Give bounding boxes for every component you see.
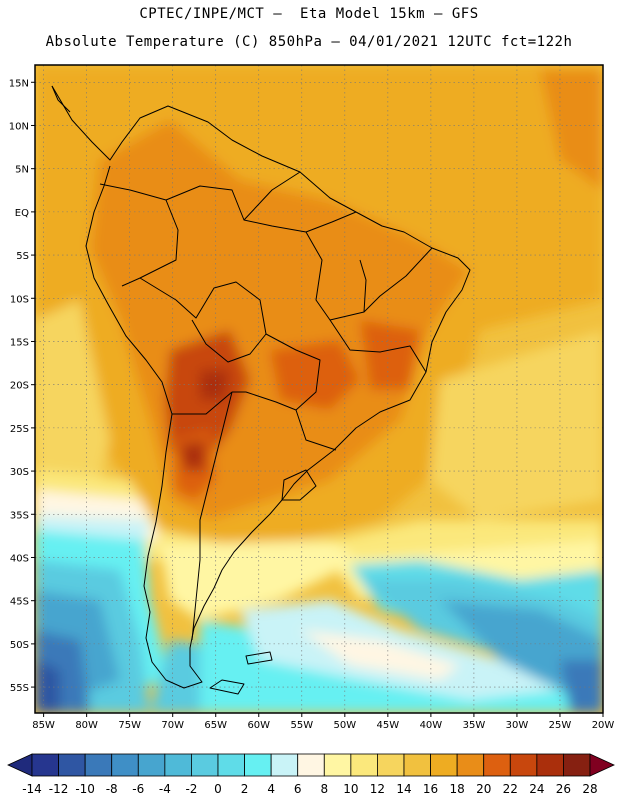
colorbar-label: 18 — [450, 782, 465, 796]
colorbar-low-arrow — [8, 754, 32, 776]
colorbar-swatch — [112, 754, 139, 776]
colorbar-swatch — [218, 754, 245, 776]
lat-tick-label: 45S — [10, 597, 29, 608]
lon-tick-label: 50W — [334, 720, 357, 731]
colorbar-label: -14 — [22, 782, 42, 796]
colorbar-swatch — [563, 754, 590, 776]
longitude-axis: 85W 80W 75W 70W 65W 60W 55W 50W 45W 40W 35W 30W 25W 2… — [32, 713, 614, 731]
colorbar-label: 28 — [582, 782, 597, 796]
colorbar-label: 12 — [370, 782, 385, 796]
colorbar-swatch — [484, 754, 511, 776]
lat-tick-label: 40S — [10, 553, 29, 564]
colorbar-swatch — [324, 754, 351, 776]
colorbar-swatch — [165, 754, 192, 776]
colorbar-label: -12 — [49, 782, 69, 796]
colorbar-label: 14 — [396, 782, 411, 796]
map-figure: 15N 10N 5N EQ 5S 10S 15S 20S 25S 30S 35S 40S 45S 50S 5… — [0, 0, 618, 800]
temperature-field — [35, 65, 603, 713]
lon-tick-label: 70W — [161, 720, 184, 731]
colorbar-swatch — [431, 754, 458, 776]
lat-tick-label: 25S — [10, 424, 29, 435]
colorbar-label: 6 — [294, 782, 302, 796]
lon-tick-label: 40W — [420, 720, 443, 731]
colorbar-swatch — [457, 754, 484, 776]
colorbar-label: 8 — [320, 782, 328, 796]
colorbar-high-arrow — [590, 754, 614, 776]
colorbar-label: -2 — [185, 782, 197, 796]
colorbar-label: 4 — [267, 782, 275, 796]
lon-tick-label: 30W — [506, 720, 529, 731]
colorbar-label: -4 — [159, 782, 171, 796]
colorbar-swatch — [537, 754, 564, 776]
colorbar-label: 20 — [476, 782, 491, 796]
colorbar-label: 0 — [214, 782, 222, 796]
lon-tick-label: 65W — [204, 720, 227, 731]
colorbar-label: -8 — [106, 782, 118, 796]
colorbar-label: -10 — [75, 782, 95, 796]
lon-tick-label: 45W — [377, 720, 400, 731]
colorbar-swatch — [191, 754, 218, 776]
lat-tick-label: 5S — [16, 251, 29, 262]
lat-tick-label: 10N — [9, 121, 29, 132]
lat-tick-label: 55S — [10, 683, 29, 694]
colorbar-label: -6 — [132, 782, 144, 796]
lon-tick-label: 75W — [118, 720, 141, 731]
lat-tick-label: 10S — [10, 294, 29, 305]
lon-tick-label: 80W — [75, 720, 98, 731]
lon-tick-label: 20W — [592, 720, 615, 731]
lat-tick-label: 20S — [10, 381, 29, 392]
lat-tick-label: 5N — [15, 165, 29, 176]
lat-tick-label: EQ — [15, 208, 29, 219]
colorbar-swatch — [59, 754, 86, 776]
colorbar-label: 2 — [241, 782, 249, 796]
colorbar-label: 26 — [556, 782, 571, 796]
colorbar-swatch — [351, 754, 378, 776]
colorbar-swatch — [245, 754, 272, 776]
colorbar: -14 -12 -10 -8 -6 -4 -2 0 2 4 6 8 10 12 14 16 18 20 22 24 26… — [8, 754, 614, 796]
lon-tick-label: 35W — [463, 720, 486, 731]
colorbar-swatch — [377, 754, 404, 776]
lat-tick-label: 35S — [10, 510, 29, 521]
lon-tick-label: 25W — [549, 720, 572, 731]
lat-tick-label: 15N — [9, 78, 29, 89]
lon-tick-label: 60W — [247, 720, 270, 731]
colorbar-label: 16 — [423, 782, 438, 796]
lon-tick-label: 85W — [32, 720, 55, 731]
colorbar-swatch — [138, 754, 165, 776]
colorbar-swatch — [85, 754, 112, 776]
colorbar-swatch — [404, 754, 431, 776]
lat-tick-label: 50S — [10, 640, 29, 651]
lon-tick-label: 55W — [290, 720, 313, 731]
lat-tick-label: 15S — [10, 337, 29, 348]
colorbar-swatch — [510, 754, 537, 776]
colorbar-swatch — [32, 754, 59, 776]
colorbar-label: 10 — [343, 782, 358, 796]
colorbar-label: 22 — [503, 782, 518, 796]
colorbar-swatch — [298, 754, 325, 776]
lat-tick-label: 30S — [10, 467, 29, 478]
colorbar-label: 24 — [529, 782, 544, 796]
latitude-axis: 15N 10N 5N EQ 5S 10S 15S 20S 25S 30S 35S 40S 45S 50S 5… — [9, 78, 35, 694]
colorbar-swatch — [271, 754, 298, 776]
